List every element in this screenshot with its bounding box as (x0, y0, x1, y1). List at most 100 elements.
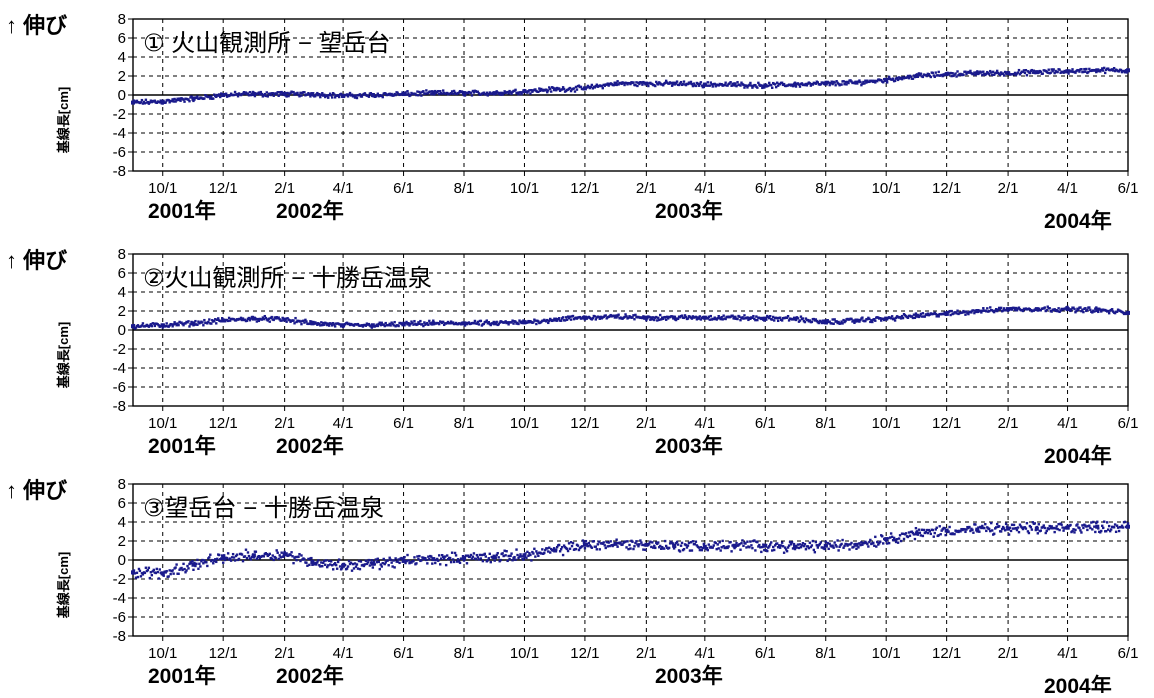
data-point (261, 316, 265, 319)
data-point (991, 73, 994, 77)
data-point (561, 316, 565, 319)
data-point (1112, 526, 1116, 529)
data-point (550, 90, 553, 93)
data-point (686, 544, 690, 547)
data-point (375, 323, 378, 326)
data-point (283, 91, 286, 94)
data-point (428, 319, 431, 323)
data-point (378, 567, 381, 571)
data-point (1095, 308, 1100, 313)
data-point (244, 91, 248, 94)
data-point (545, 320, 548, 323)
data-point (976, 70, 979, 73)
data-point (707, 315, 710, 318)
data-point (934, 71, 937, 74)
data-point (164, 571, 167, 574)
data-point (1043, 306, 1046, 309)
data-point (627, 547, 630, 551)
data-point (594, 545, 598, 548)
data-point (598, 548, 601, 551)
data-point (603, 544, 606, 547)
data-point (278, 91, 281, 94)
data-point (299, 91, 302, 95)
data-point (1051, 70, 1054, 73)
data-point (247, 554, 251, 558)
data-point (719, 549, 722, 552)
data-point (840, 83, 843, 86)
data-point (599, 315, 602, 319)
data-point (307, 557, 310, 561)
data-point (316, 323, 319, 326)
data-point (998, 73, 1002, 77)
data-point (914, 75, 918, 78)
data-point (594, 318, 598, 321)
data-point (138, 569, 142, 573)
data-point (635, 81, 638, 84)
data-point (751, 86, 754, 89)
data-point (187, 567, 190, 570)
data-point (150, 573, 154, 577)
data-point (280, 90, 283, 94)
data-point (779, 544, 783, 547)
data-point (369, 325, 373, 328)
data-point (1090, 521, 1093, 524)
data-point (582, 542, 587, 547)
data-point (277, 557, 280, 561)
data-point (1121, 311, 1125, 314)
data-point (251, 553, 255, 557)
data-point (883, 538, 887, 541)
data-point (305, 561, 308, 564)
data-point (431, 323, 434, 326)
data-point (949, 71, 952, 75)
x-tick-label: 6/1 (1118, 415, 1139, 432)
data-point (717, 314, 720, 318)
data-point (1077, 69, 1080, 72)
y-tick-label: -4 (113, 590, 126, 607)
data-point (293, 322, 296, 325)
data-point (551, 86, 555, 90)
data-point (520, 92, 523, 96)
data-point (906, 535, 910, 539)
data-point (1028, 71, 1032, 75)
data-point (644, 548, 647, 551)
data-point (718, 541, 721, 544)
data-point (463, 556, 467, 560)
data-point (509, 91, 512, 94)
data-point (1099, 70, 1102, 73)
data-point (309, 95, 312, 98)
data-point (455, 560, 459, 563)
data-point (502, 554, 505, 558)
data-point (938, 525, 941, 528)
data-point (188, 325, 191, 328)
data-point (660, 318, 663, 321)
data-point (699, 81, 703, 84)
data-point (721, 539, 724, 543)
x-tick-label: 10/1 (872, 645, 901, 662)
data-point (727, 545, 730, 548)
data-point (762, 543, 765, 546)
data-point (228, 557, 232, 560)
data-point (663, 315, 667, 319)
data-point (448, 556, 452, 560)
data-point (310, 556, 313, 560)
data-point (694, 315, 698, 319)
data-point (937, 315, 940, 318)
data-point (751, 546, 754, 550)
x-tick-label: 2/1 (636, 180, 657, 197)
data-point (1123, 520, 1127, 524)
data-point (316, 561, 319, 564)
data-point (626, 540, 629, 543)
data-point (677, 83, 681, 87)
data-point (806, 545, 810, 548)
data-point (167, 575, 170, 578)
data-point (1075, 309, 1078, 313)
data-point (511, 559, 514, 562)
data-point (1066, 70, 1069, 73)
x-tick-label: 4/1 (694, 645, 715, 662)
data-point (664, 544, 668, 548)
data-point (953, 532, 956, 536)
data-point (1009, 529, 1013, 533)
data-point (569, 541, 573, 544)
data-point (175, 323, 178, 327)
